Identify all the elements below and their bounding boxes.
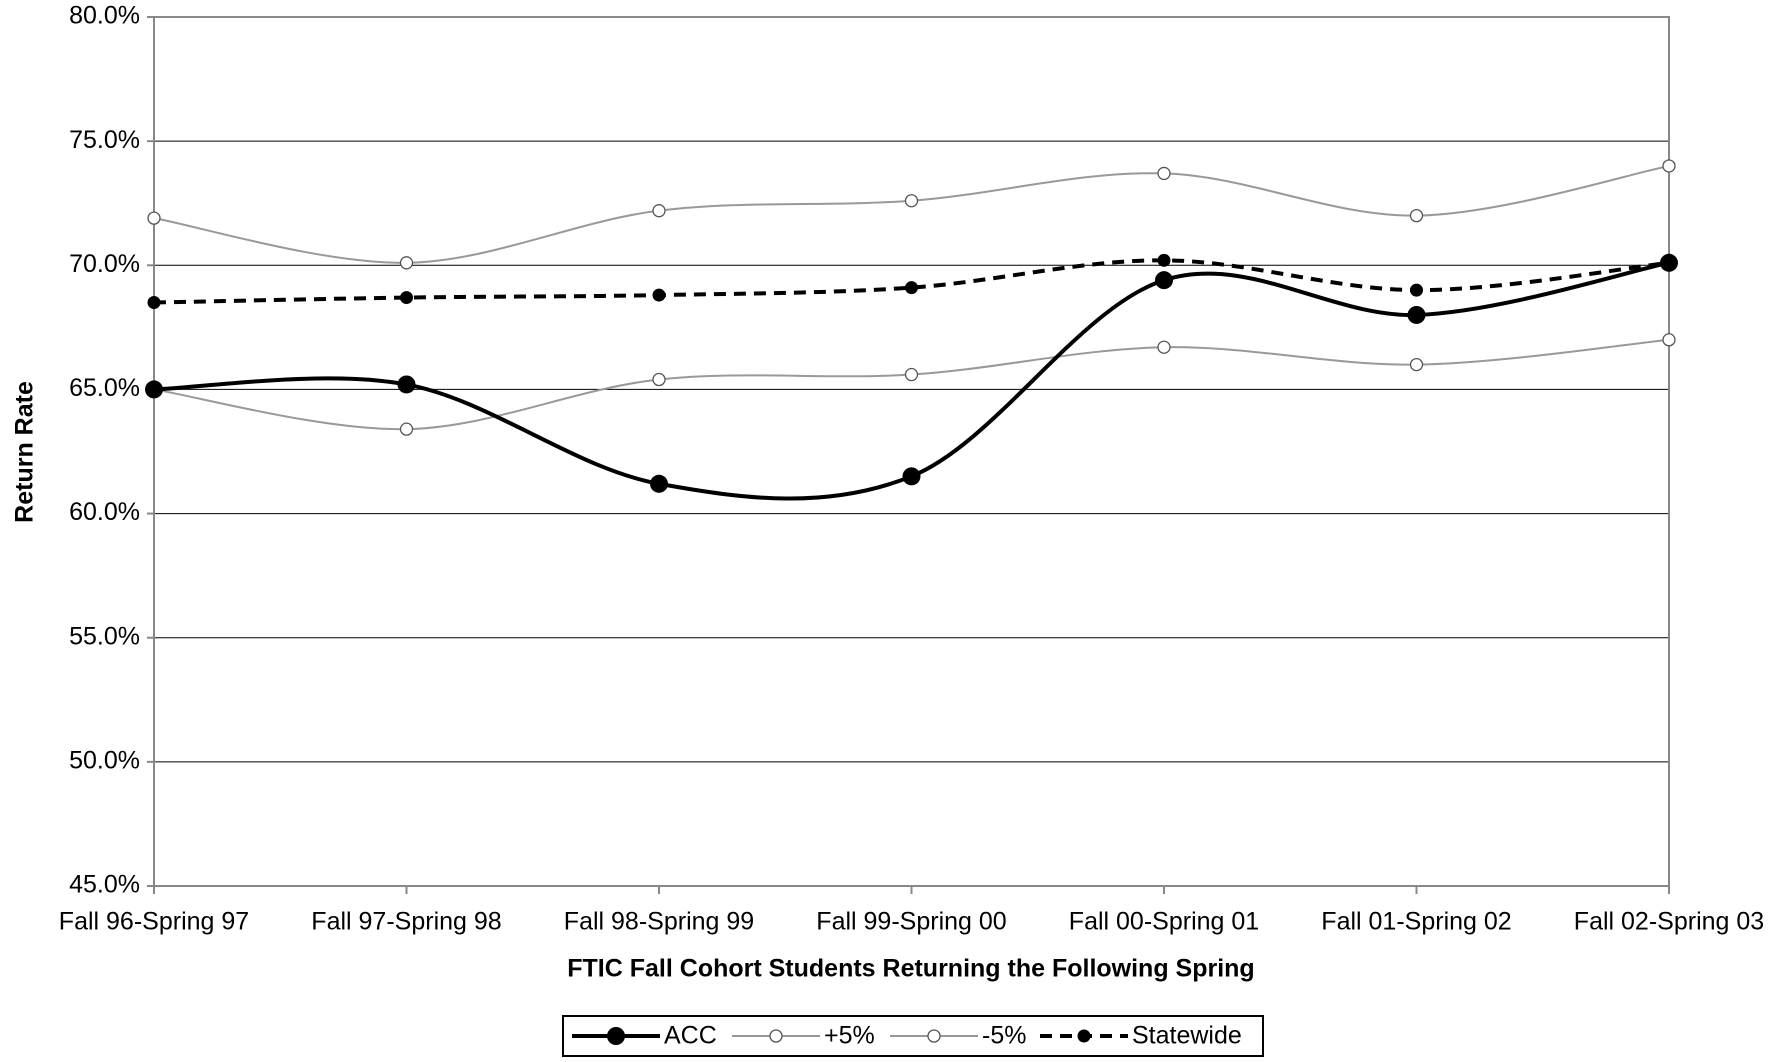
x-tick-label: Fall 02-Spring 03 <box>1574 908 1764 936</box>
marker <box>652 288 666 302</box>
legend-label: ACC <box>664 1022 717 1050</box>
y-tick-label: 65.0% <box>69 374 140 402</box>
marker <box>147 211 161 225</box>
legend-label: -5% <box>982 1022 1026 1050</box>
marker <box>904 194 919 208</box>
marker <box>652 372 666 387</box>
y-tick-label: 80.0% <box>69 2 140 30</box>
marker <box>1157 340 1171 354</box>
x-tick-label: Fall 99-Spring 00 <box>816 908 1006 936</box>
marker <box>397 375 416 394</box>
marker <box>1410 283 1423 297</box>
plot-frame <box>153 16 1670 887</box>
y-axis-title: Return Rate <box>11 381 39 523</box>
legend-label: +5% <box>824 1022 875 1050</box>
x-tick-label: Fall 96-Spring 97 <box>59 908 249 936</box>
x-axis-title: FTIC Fall Cohort Students Returning the … <box>567 955 1254 983</box>
x-tick-label: Fall 00-Spring 01 <box>1069 908 1259 936</box>
marker <box>904 367 919 382</box>
marker <box>905 281 918 295</box>
marker <box>1409 357 1424 372</box>
marker <box>1407 305 1426 324</box>
y-tick-label: 55.0% <box>69 622 140 650</box>
x-tick-label: Fall 98-Spring 99 <box>564 908 754 936</box>
marker <box>399 256 414 270</box>
y-tick-label: 50.0% <box>69 746 140 774</box>
marker <box>1660 253 1678 272</box>
marker <box>1662 159 1676 173</box>
marker <box>400 291 413 305</box>
series-line <box>153 164 1670 264</box>
marker <box>1409 208 1424 223</box>
x-tick-label: Fall 01-Spring 02 <box>1321 908 1511 936</box>
marker <box>1157 166 1171 181</box>
y-tick-label: 75.0% <box>69 126 140 154</box>
marker <box>147 296 161 310</box>
marker <box>902 467 921 486</box>
marker <box>1157 253 1171 267</box>
legend-label: Statewide <box>1132 1022 1242 1050</box>
y-tick-label: 70.0% <box>69 250 140 278</box>
x-tick-label: Fall 97-Spring 98 <box>311 908 501 936</box>
y-tick-label: 60.0% <box>69 498 140 526</box>
marker <box>650 474 668 493</box>
marker <box>1155 271 1173 290</box>
marker <box>1077 1029 1091 1043</box>
marker <box>145 380 163 399</box>
marker <box>769 1029 783 1043</box>
marker <box>1662 333 1676 347</box>
marker <box>607 1027 625 1045</box>
y-tick-label: 45.0% <box>69 871 140 899</box>
legend: ACC +5% -5% Statewide <box>562 1015 1264 1057</box>
series-line <box>153 338 1670 431</box>
marker <box>399 422 414 436</box>
marker <box>652 204 666 218</box>
marker <box>927 1029 941 1043</box>
